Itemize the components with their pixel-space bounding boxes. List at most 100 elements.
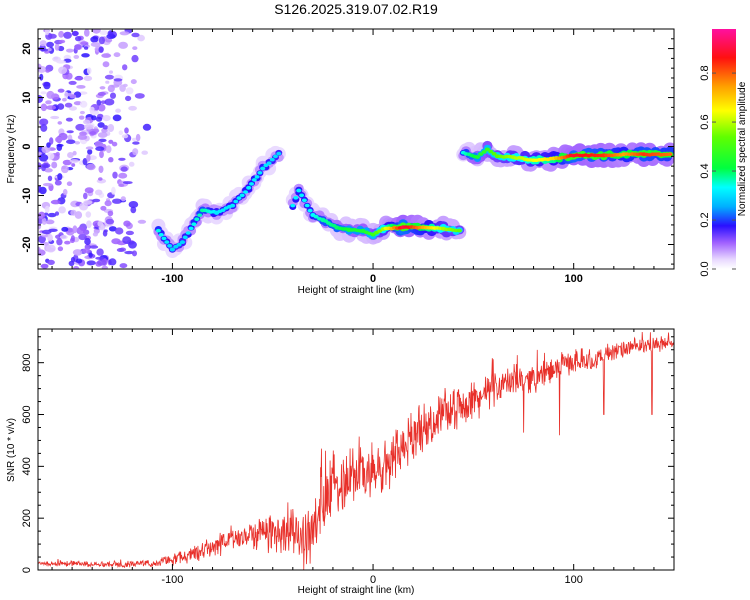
noise-cell <box>57 173 63 181</box>
ridge-cell <box>293 196 299 200</box>
noise-cell <box>120 166 128 172</box>
noise-cell <box>74 44 82 50</box>
noise-cell <box>85 146 94 150</box>
spectrogram-frame <box>37 28 675 270</box>
noise-cell <box>38 211 46 220</box>
noise-cell <box>38 185 42 193</box>
noise-cell <box>54 211 60 216</box>
noise-cell <box>137 219 147 224</box>
noise-cell <box>103 229 108 233</box>
noise-cell <box>96 99 102 106</box>
noise-cell <box>43 164 49 168</box>
noise-cell <box>92 29 101 34</box>
ridge-cell <box>301 198 307 203</box>
noise-cell <box>44 212 49 216</box>
ridge-cell <box>243 190 248 194</box>
colorbar-tick-label: 0.0 <box>699 261 711 276</box>
ridge-cell <box>481 150 487 154</box>
noise-cell <box>74 141 81 145</box>
noise-cell <box>64 240 71 245</box>
noise-cell <box>46 41 54 48</box>
y-tick-label: 800 <box>21 354 33 372</box>
noise-cell <box>118 157 126 161</box>
noise-cell <box>68 260 75 267</box>
noise-cell <box>102 115 111 122</box>
colorbar-label: Normalized spectral amplitude <box>737 81 748 216</box>
ridge-cell <box>230 203 236 208</box>
noise-cell <box>43 81 51 90</box>
noise-cell <box>70 235 75 242</box>
colorbar-gradient <box>712 29 736 269</box>
noise-cell <box>112 198 122 204</box>
noise-cell <box>65 117 73 122</box>
noise-cell <box>97 91 106 96</box>
noise-cell <box>132 148 139 156</box>
noise-cell <box>44 205 50 213</box>
ridge-cell <box>667 152 673 156</box>
noise-cell <box>91 115 97 121</box>
noise-cell <box>66 130 74 134</box>
noise-cell <box>130 206 137 214</box>
noise-cell <box>89 245 99 249</box>
noise-cell <box>40 124 48 132</box>
noise-cell <box>92 232 98 237</box>
noise-cell <box>69 94 77 99</box>
noise-cell <box>58 30 64 38</box>
noise-cell <box>87 149 93 155</box>
ridge-cell <box>456 228 462 233</box>
ridge-cell <box>299 193 305 198</box>
noise-cell <box>45 69 50 73</box>
noise-cell <box>122 64 128 71</box>
noise-cell <box>72 31 79 36</box>
noise-cell <box>97 103 106 112</box>
noise-cell <box>40 103 48 112</box>
noise-cell <box>83 200 93 205</box>
ridge-cell <box>197 213 203 217</box>
noise-cell <box>45 244 56 253</box>
ridge-cell <box>176 242 182 247</box>
ridge-cell <box>478 152 484 156</box>
noise-cell <box>98 177 103 181</box>
noise-cell <box>80 41 89 46</box>
ridge-cell <box>194 217 200 221</box>
noise-cell <box>83 119 91 125</box>
noise-cell <box>69 159 80 163</box>
noise-cell <box>99 150 104 159</box>
noise-cell <box>38 95 44 103</box>
noise-cell <box>48 33 57 39</box>
noise-cell <box>68 106 77 111</box>
ridge-cell <box>173 244 179 249</box>
noise-cell <box>83 192 88 200</box>
noise-cell <box>97 220 103 227</box>
noise-cell <box>88 252 93 258</box>
ridge-cell <box>188 226 194 231</box>
noise-cell <box>92 198 101 203</box>
ridge-cell <box>273 154 278 159</box>
noise-cell <box>39 40 47 47</box>
noise-cell <box>90 42 101 47</box>
noise-cell <box>47 259 55 265</box>
noise-cell <box>64 102 73 108</box>
noise-cell <box>94 189 103 196</box>
ridge-cell <box>191 222 197 226</box>
snr-series-line <box>38 332 674 570</box>
noise-cell <box>132 141 140 145</box>
noise-cell <box>132 137 137 142</box>
noise-cell <box>125 95 132 102</box>
noise-cell <box>79 202 89 211</box>
noise-cell <box>105 218 115 225</box>
noise-cell <box>40 263 49 269</box>
noise-cell <box>63 31 72 39</box>
ridge-cell <box>266 161 272 165</box>
noise-cell <box>38 235 46 244</box>
y-tick-label: -20 <box>21 237 33 253</box>
noise-cell <box>78 233 87 241</box>
noise-cell <box>82 248 91 254</box>
noise-cell <box>68 80 77 85</box>
noise-cell <box>131 54 139 63</box>
noise-cell <box>62 188 68 196</box>
spectrogram-x-axis-label: Height of straight line (km) <box>298 285 415 296</box>
noise-cell <box>79 110 85 115</box>
noise-cell <box>51 161 58 169</box>
noise-cell <box>38 63 42 71</box>
